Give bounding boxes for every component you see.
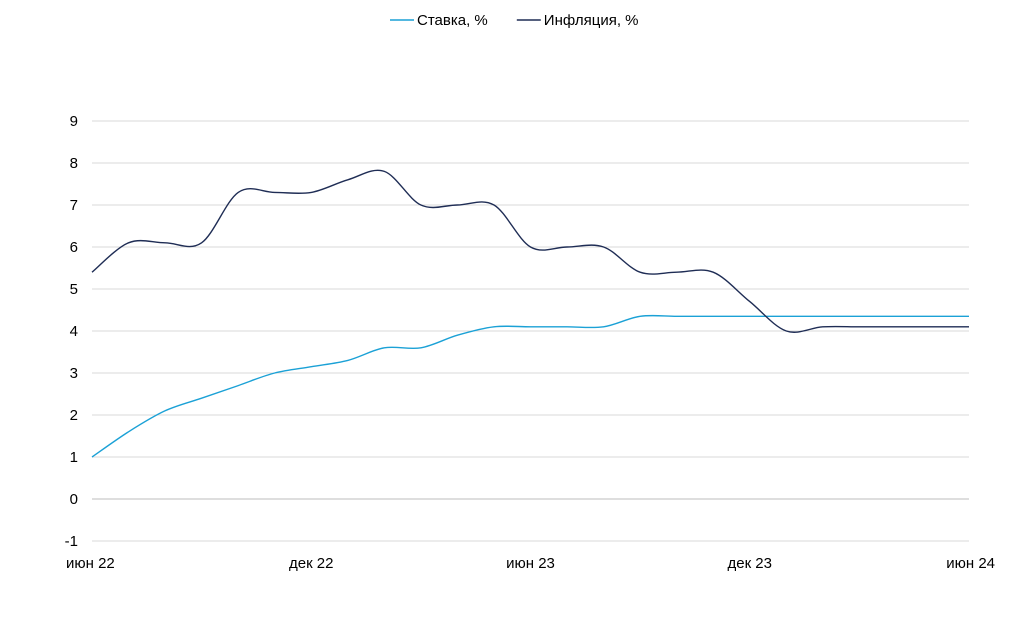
- x-tick-label: дек 22: [289, 555, 334, 572]
- x-tick-label: июн 23: [506, 555, 555, 572]
- y-tick-label: 0: [70, 491, 78, 508]
- x-axis: июн 22 дек 22 июн 23 дек 23 июн 24: [66, 555, 995, 572]
- legend-label-2: Инфляция, %: [544, 12, 639, 29]
- y-tick-label: 3: [70, 365, 78, 382]
- y-tick-label: 5: [70, 281, 78, 298]
- y-tick-label: 2: [70, 407, 78, 424]
- y-tick-label: 4: [70, 323, 78, 340]
- y-axis: -1 0 1 2 3 4 5 6 7 8 9: [65, 113, 78, 550]
- series-line-2: [91, 169, 969, 333]
- x-tick-label: дек 23: [727, 555, 772, 572]
- series-line-1: [91, 314, 969, 458]
- x-tick-label: июн 24: [946, 555, 995, 572]
- legend-label-1: Ставка, %: [417, 12, 488, 29]
- y-tick-label: 9: [70, 113, 78, 130]
- y-tick-label: 1: [70, 449, 78, 466]
- gridlines: [92, 120, 969, 542]
- y-tick-label: 6: [70, 239, 78, 256]
- y-tick-label: 7: [70, 197, 78, 214]
- series-layer: [91, 169, 969, 458]
- legend: Ставка, % Инфляция, %: [390, 12, 639, 29]
- y-tick-label: 8: [70, 155, 78, 172]
- x-tick-label: июн 22: [66, 555, 115, 572]
- y-tick-label: -1: [65, 533, 78, 550]
